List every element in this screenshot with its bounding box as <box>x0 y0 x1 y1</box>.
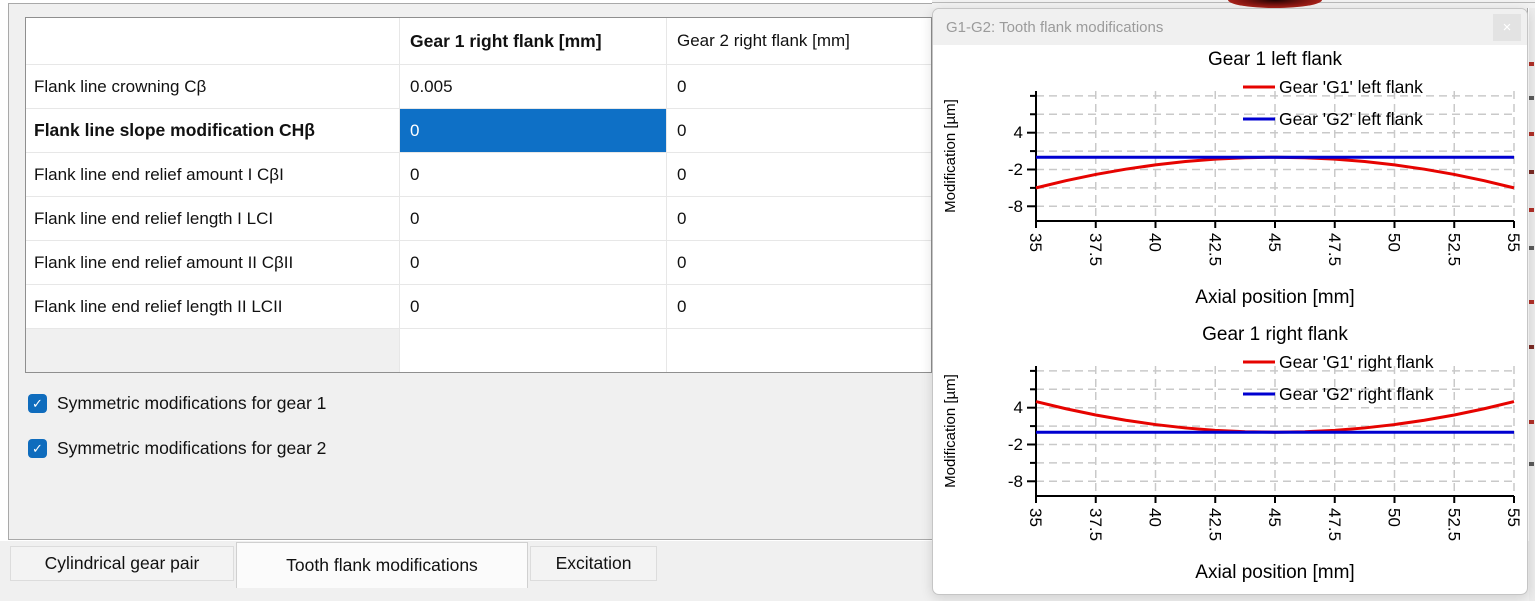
svg-text:Modification [µm]: Modification [µm] <box>942 99 959 213</box>
check-icon: ✓ <box>32 441 43 456</box>
tab-excitation[interactable]: Excitation <box>530 546 657 581</box>
cell-gear2-end-relief-amount-2[interactable]: 0 <box>666 241 931 285</box>
checkbox-row-symmetric-gear2[interactable]: ✓ Symmetric modifications for gear 2 <box>28 438 326 459</box>
svg-text:55: 55 <box>1504 508 1523 527</box>
close-button[interactable]: × <box>1493 14 1521 41</box>
svg-text:Axial position [mm]: Axial position [mm] <box>1195 562 1354 583</box>
cell-gear2-end-relief-length-1[interactable]: 0 <box>666 197 931 241</box>
row-label-end-relief-amount-1: Flank line end relief amount I CβI <box>26 153 399 197</box>
svg-text:Gear 'G2' right flank: Gear 'G2' right flank <box>1279 384 1434 404</box>
svg-text:-2: -2 <box>1008 160 1023 179</box>
cell-gear2-crowning[interactable]: 0 <box>666 65 931 109</box>
chart-gear1-right-flank: 4 -2 -8 35 37.5 40 42.5 45 47.5 50 52.5 55 Gear 1 ri… <box>933 320 1527 594</box>
svg-text:42.5: 42.5 <box>1205 233 1224 266</box>
close-icon: × <box>1502 19 1512 36</box>
svg-text:52.5: 52.5 <box>1444 233 1463 266</box>
dialog-title: G1-G2: Tooth flank modifications <box>946 18 1164 36</box>
svg-text:37.5: 37.5 <box>1086 233 1105 266</box>
cell-gear2-end-relief-length-2[interactable]: 0 <box>666 285 931 329</box>
row-label-slope-modification: Flank line slope modification CHβ <box>26 109 399 153</box>
row-label-end-relief-length-2: Flank line end relief length II LCII <box>26 285 399 329</box>
cell-gear1-end-relief-amount-2[interactable]: 0 <box>399 241 666 285</box>
svg-text:55: 55 <box>1504 233 1523 252</box>
checkbox-label-symmetric-gear1: Symmetric modifications for gear 1 <box>57 393 327 413</box>
svg-text:37.5: 37.5 <box>1086 508 1105 541</box>
svg-text:4: 4 <box>1014 123 1023 142</box>
svg-text:35: 35 <box>1026 233 1045 252</box>
checkbox-row-symmetric-gear1[interactable]: ✓ Symmetric modifications for gear 1 <box>28 393 326 414</box>
svg-text:Gear 'G1' left flank: Gear 'G1' left flank <box>1279 77 1423 97</box>
check-icon: ✓ <box>32 396 43 411</box>
chart-svg: 4 -2 -835 37.5 40 42.5 45 47.5 50 52.5 55 Gear 1 le… <box>942 49 1523 308</box>
svg-text:47.5: 47.5 <box>1325 233 1344 266</box>
svg-text:4: 4 <box>1014 398 1023 417</box>
svg-text:40: 40 <box>1146 508 1165 527</box>
svg-text:Modification [µm]: Modification [µm] <box>942 374 959 488</box>
svg-text:Gear 'G2' left flank: Gear 'G2' left flank <box>1279 109 1423 129</box>
table-filler-gear1 <box>399 329 666 372</box>
background-gear-graphic <box>1228 0 1322 8</box>
svg-text:47.5: 47.5 <box>1325 508 1344 541</box>
svg-text:-8: -8 <box>1008 472 1023 491</box>
row-label-crowning: Flank line crowning Cβ <box>26 65 399 109</box>
svg-text:50: 50 <box>1385 233 1404 252</box>
tab-tooth-flank-modifications[interactable]: Tooth flank modifications <box>236 542 528 588</box>
cell-gear2-end-relief-amount-1[interactable]: 0 <box>666 153 931 197</box>
cell-gear1-end-relief-length-1[interactable]: 0 <box>399 197 666 241</box>
cell-gear1-slope-modification-selected[interactable]: 0 <box>399 109 666 153</box>
cell-gear1-crowning[interactable]: 0.005 <box>399 65 666 109</box>
svg-text:Gear 1 right flank: Gear 1 right flank <box>1202 324 1348 345</box>
column-header-gear2: Gear 2 right flank [mm] <box>666 18 931 65</box>
svg-text:52.5: 52.5 <box>1444 508 1463 541</box>
svg-text:Axial position [mm]: Axial position [mm] <box>1195 287 1354 308</box>
svg-text:Gear 'G1' right flank: Gear 'G1' right flank <box>1279 352 1434 372</box>
row-label-end-relief-length-1: Flank line end relief length I LCI <box>26 197 399 241</box>
svg-text:35: 35 <box>1026 508 1045 527</box>
svg-text:45: 45 <box>1265 233 1284 252</box>
svg-text:-2: -2 <box>1008 435 1023 454</box>
row-label-end-relief-amount-2: Flank line end relief amount II CβII <box>26 241 399 285</box>
table-filler-left <box>26 329 399 372</box>
svg-text:-8: -8 <box>1008 197 1023 216</box>
svg-text:40: 40 <box>1146 233 1165 252</box>
dialog-tooth-flank-modifications: G1-G2: Tooth flank modifications × 4 -2 -8… <box>932 8 1528 595</box>
cell-gear1-end-relief-amount-1[interactable]: 0 <box>399 153 666 197</box>
modifications-table: Gear 1 right flank [mm] Gear 2 right fla… <box>25 17 932 373</box>
svg-text:50: 50 <box>1385 508 1404 527</box>
checkbox-symmetric-gear2[interactable]: ✓ <box>28 439 47 458</box>
chart-gear1-left-flank: 4 -2 -8 35 37.5 40 42.5 45 47.5 50 52.5 55 Gear 1 le… <box>933 45 1527 320</box>
table-corner-cell <box>26 18 399 65</box>
svg-text:42.5: 42.5 <box>1205 508 1224 541</box>
cell-gear2-slope-modification[interactable]: 0 <box>666 109 931 153</box>
svg-text:45: 45 <box>1265 508 1284 527</box>
dialog-titlebar[interactable]: G1-G2: Tooth flank modifications <box>933 9 1527 45</box>
table-filler-gear2 <box>666 329 931 372</box>
checkbox-symmetric-gear1[interactable]: ✓ <box>28 394 47 413</box>
cell-gear1-end-relief-length-2[interactable]: 0 <box>399 285 666 329</box>
svg-text:Gear 1 left flank: Gear 1 left flank <box>1208 49 1343 70</box>
background-window-right-edge <box>1529 0 1535 601</box>
checkbox-label-symmetric-gear2: Symmetric modifications for gear 2 <box>57 438 327 458</box>
tab-cylindrical-gear-pair[interactable]: Cylindrical gear pair <box>10 546 234 581</box>
column-header-gear1: Gear 1 right flank [mm] <box>399 18 666 65</box>
chart-svg: 4 -2 -835 37.5 40 42.5 45 47.5 50 52.5 55 Gear 1 ri… <box>942 324 1523 583</box>
